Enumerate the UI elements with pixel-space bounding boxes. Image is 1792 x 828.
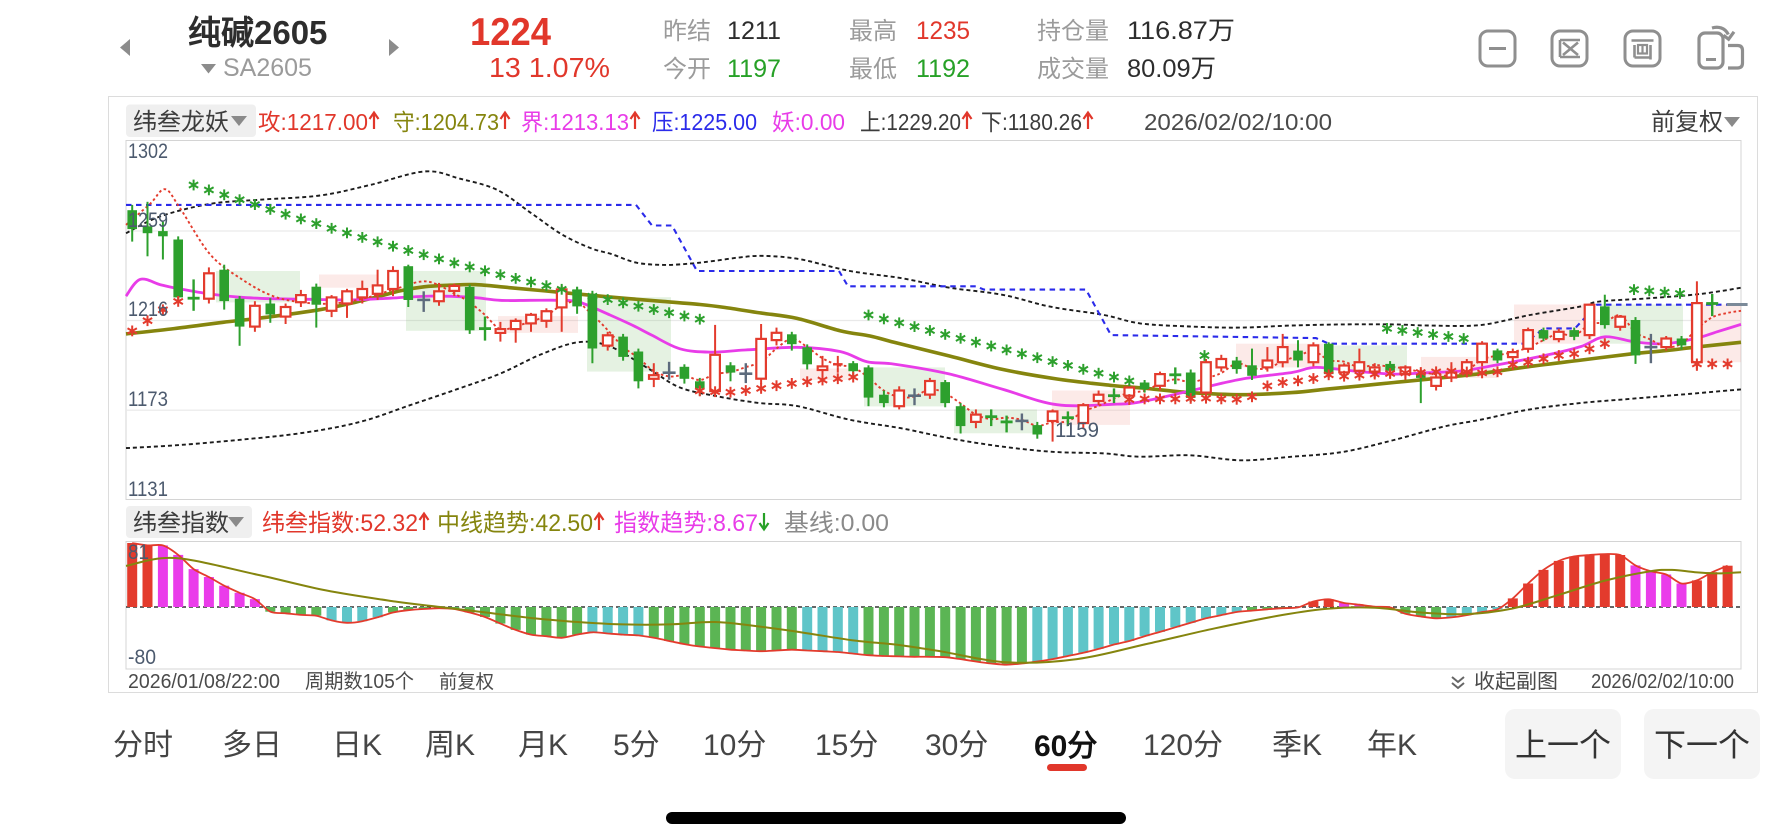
svg-text:界:1213.13: 界:1213.13	[521, 109, 629, 135]
svg-text:1224: 1224	[470, 11, 551, 54]
svg-text:指数趋势:8.67: 指数趋势:8.67	[614, 510, 758, 537]
svg-text:30分: 30分	[925, 729, 988, 762]
svg-text:前复权: 前复权	[1651, 109, 1723, 136]
svg-text:1192: 1192	[916, 55, 970, 83]
svg-text:2026/01/08/22:00: 2026/01/08/22:00	[128, 671, 280, 693]
svg-text:年K: 年K	[1367, 729, 1417, 762]
svg-text:季K: 季K	[1272, 729, 1322, 762]
svg-text:1211: 1211	[727, 17, 781, 45]
svg-text:守:1204.73: 守:1204.73	[393, 109, 499, 135]
svg-text:上:1229.20: 上:1229.20	[860, 109, 961, 135]
svg-text:月K: 月K	[518, 729, 568, 762]
svg-text:周K: 周K	[425, 729, 475, 762]
svg-text:纬叁指数: 纬叁指数	[133, 510, 229, 537]
svg-text:上一个: 上一个	[1515, 727, 1611, 763]
svg-text:60分: 60分	[1034, 730, 1097, 763]
svg-text:压:1225.00: 压:1225.00	[652, 109, 757, 135]
svg-text:1302: 1302	[128, 140, 168, 163]
svg-text:15分: 15分	[815, 729, 878, 762]
svg-text:纬叁指数:52.32: 纬叁指数:52.32	[262, 510, 418, 537]
svg-text:分时: 分时	[113, 729, 173, 762]
svg-text:-80: -80	[128, 646, 156, 669]
svg-text:前复权: 前复权	[439, 671, 494, 693]
svg-text:81: 81	[128, 541, 149, 564]
svg-text:10分: 10分	[703, 729, 766, 762]
svg-text:2026/02/02/10:00: 2026/02/02/10:00	[1144, 109, 1332, 135]
svg-text:13 1.07%: 13 1.07%	[489, 52, 610, 83]
svg-text:120分: 120分	[1143, 729, 1223, 762]
svg-text:SA2605: SA2605	[223, 54, 312, 82]
svg-text:1216: 1216	[128, 298, 168, 321]
svg-text:妖:0.00: 妖:0.00	[772, 109, 845, 135]
svg-text:2026/02/02/10:00: 2026/02/02/10:00	[1591, 671, 1734, 693]
svg-text:1159: 1159	[1055, 419, 1099, 442]
svg-text:80.09万: 80.09万	[1127, 55, 1216, 83]
svg-text:最高: 最高	[849, 18, 897, 45]
svg-text:收起副图: 收起副图	[1474, 670, 1558, 693]
svg-text:基线:0.00: 基线:0.00	[784, 510, 889, 537]
svg-text:日K: 日K	[332, 729, 382, 762]
svg-text:5分: 5分	[613, 729, 660, 762]
svg-text:昨结: 昨结	[663, 18, 711, 45]
svg-text:持仓量: 持仓量	[1037, 18, 1109, 45]
svg-text:1235: 1235	[916, 17, 970, 45]
svg-text:成交量: 成交量	[1037, 56, 1109, 83]
svg-text:周期数105个: 周期数105个	[305, 670, 414, 693]
svg-text:1197: 1197	[727, 55, 781, 83]
svg-text:1131: 1131	[128, 478, 168, 501]
svg-text:最低: 最低	[849, 56, 897, 83]
svg-text:下一个: 下一个	[1654, 727, 1750, 763]
svg-text:下:1180.26: 下:1180.26	[981, 109, 1082, 135]
svg-text:116.87万: 116.87万	[1127, 17, 1235, 45]
svg-text:1173: 1173	[128, 388, 168, 411]
svg-text:纯碱2605: 纯碱2605	[188, 14, 327, 51]
svg-text:多日: 多日	[222, 729, 282, 762]
svg-text:1259: 1259	[128, 209, 168, 232]
svg-text:今开: 今开	[663, 56, 711, 83]
svg-text:攻:1217.00: 攻:1217.00	[258, 109, 368, 135]
svg-text:中线趋势:42.50: 中线趋势:42.50	[437, 510, 593, 537]
svg-text:纬叁龙妖: 纬叁龙妖	[133, 109, 229, 136]
